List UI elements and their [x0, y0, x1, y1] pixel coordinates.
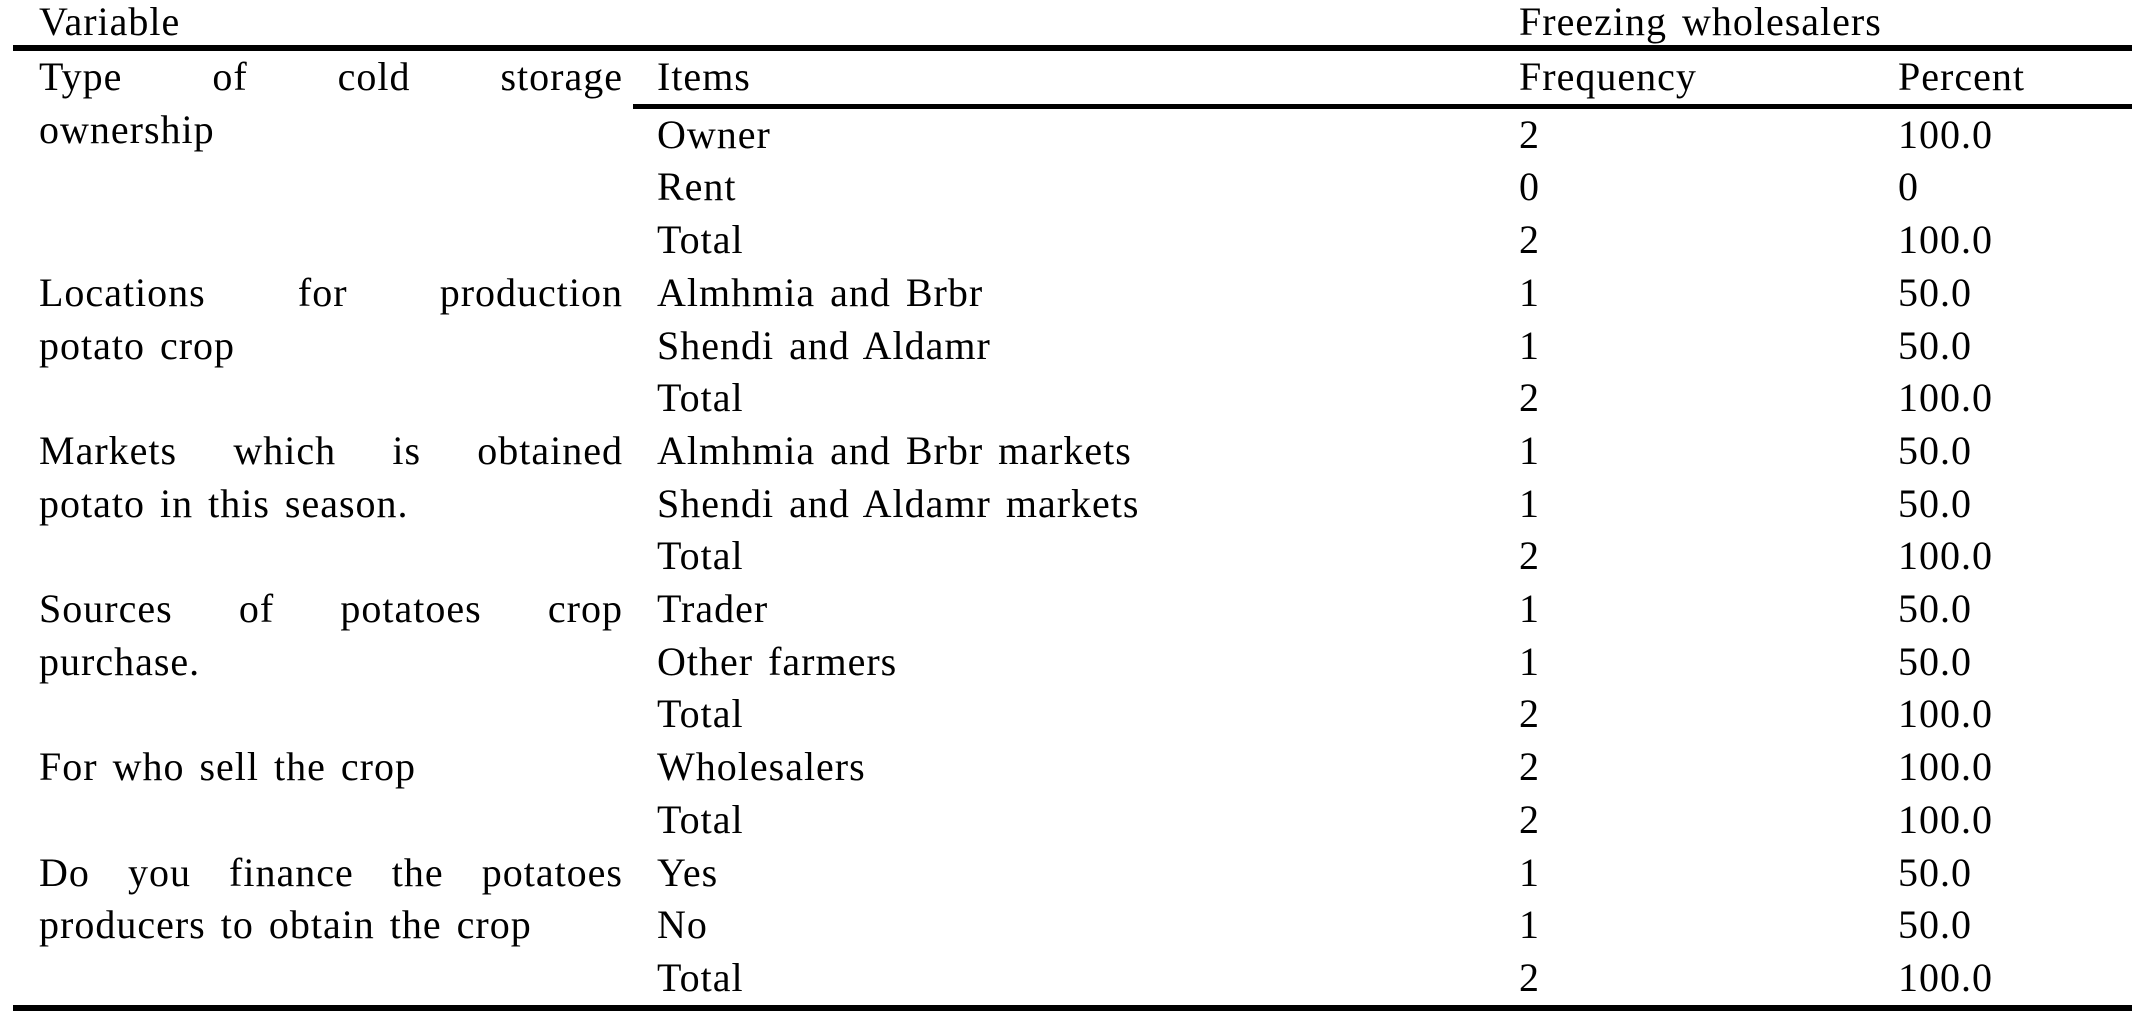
percent-cell: 50.0 [1898, 902, 1972, 948]
frequency-cell: 2 [1519, 111, 1540, 157]
table-row: Locations for production potato crop Alm… [13, 267, 2132, 368]
percent-cell: 100.0 [1898, 954, 1993, 1000]
table-row: Total 2 100.0 [13, 372, 2132, 425]
header-spacer [633, 0, 1498, 48]
frequency-cell: 1 [1519, 586, 1540, 632]
item-cell: Trader [657, 586, 769, 632]
variable-cell-type-of-cold-storage-ownership: Type of cold storage ownership [13, 48, 633, 267]
table-row: Owner 2 100.0 [13, 106, 2132, 161]
table-row: Rent 0 0 [13, 161, 2132, 214]
item-cell: No [657, 902, 708, 948]
variable-label-line: Locations for production [39, 269, 623, 315]
column-header-items: Items [633, 48, 1498, 109]
table-row: Shendi and Aldamr markets 1 50.0 [13, 478, 2132, 531]
variable-label-line: purchase. [39, 638, 201, 684]
frequency-cell: 2 [1519, 217, 1540, 263]
frequency-cell: 2 [1519, 691, 1540, 737]
item-cell: Rent [657, 164, 737, 210]
variable-label-line: potato crop [39, 322, 236, 368]
table-row: Total 2 100.0 [13, 214, 2132, 267]
frequency-cell: 2 [1519, 954, 1540, 1000]
variable-label-line: Do you finance the potatoes [39, 849, 623, 895]
variable-label-line: Sources of potatoes crop [39, 586, 623, 632]
percent-cell: 100.0 [1898, 375, 1993, 421]
variable-label-line: For who sell the crop [39, 744, 416, 790]
variable-cell-markets-obtained-this-season: Markets which is obtained potato in this… [13, 425, 633, 583]
table-row: Shendi and Aldamr 1 50.0 [13, 320, 2132, 373]
table-row: Total 2 100.0 [13, 794, 2132, 847]
item-cell: Wholesalers [657, 744, 866, 790]
item-cell: Total [657, 691, 744, 737]
item-cell: Shendi and Aldamr markets [657, 480, 1140, 526]
variable-label-line: potato in this season. [39, 480, 409, 526]
percent-cell: 100.0 [1898, 217, 1993, 263]
variable-cell-locations-for-production: Locations for production potato crop [13, 267, 633, 425]
item-cell: Almhmia and Brbr markets [657, 427, 1132, 473]
percent-cell: 50.0 [1898, 586, 1972, 632]
frequency-cell: 1 [1519, 427, 1540, 473]
table-row: Sources of potatoes crop purchase. Trade… [13, 583, 2132, 684]
column-header-frequency: Frequency [1498, 48, 1877, 109]
table-row: Total 2 100.0 [13, 952, 2132, 1008]
frequency-cell: 2 [1519, 375, 1540, 421]
variable-label-line: Type of cold storage [39, 54, 623, 99]
percent-cell: 100.0 [1898, 111, 1993, 157]
percent-cell: 50.0 [1898, 322, 1972, 368]
percent-cell: 100.0 [1898, 533, 1993, 579]
table-row: Other farmers 1 50.0 [13, 636, 2132, 689]
table-header-row-items: Type of cold storage ownership Items Fre… [13, 48, 2132, 152]
percent-cell: 50.0 [1898, 269, 1972, 315]
percent-cell: 100.0 [1898, 744, 1993, 790]
frequency-cell: 2 [1519, 744, 1540, 790]
variable-label-line: producers to obtain the crop [39, 902, 532, 948]
item-cell: Almhmia and Brbr [657, 269, 984, 315]
column-group-header-freezing-wholesalers: Freezing wholesalers [1519, 0, 1882, 44]
percent-cell: 50.0 [1898, 480, 1972, 526]
percent-cell: 100.0 [1898, 691, 1993, 737]
variable-label-line: ownership [39, 106, 215, 152]
table-row: Total 2 100.0 [13, 530, 2132, 583]
frequency-cell: 1 [1519, 902, 1540, 948]
item-cell: Yes [657, 849, 719, 895]
variable-cell-sources-of-purchase: Sources of potatoes crop purchase. [13, 583, 633, 741]
frequency-cell: 1 [1519, 480, 1540, 526]
percent-cell: 50.0 [1898, 427, 1972, 473]
percent-cell: 100.0 [1898, 796, 1993, 842]
frequency-cell: 1 [1519, 322, 1540, 368]
frequency-cell: 1 [1519, 638, 1540, 684]
item-cell: Shendi and Aldamr [657, 322, 991, 368]
table-row: No 1 50.0 [13, 899, 2132, 952]
item-cell: Total [657, 217, 744, 263]
item-cell: Owner [657, 111, 771, 157]
freezing-wholesalers-table: Variable Freezing wholesalers Type of co… [13, 0, 2132, 1011]
percent-cell: 50.0 [1898, 638, 1972, 684]
variable-label-line: Markets which is obtained [39, 427, 623, 473]
item-cell: Total [657, 796, 744, 842]
column-header-percent: Percent [1877, 48, 2132, 109]
item-cell: Other farmers [657, 638, 898, 684]
table-row: Markets which is obtained potato in this… [13, 425, 2132, 526]
percent-cell: 50.0 [1898, 849, 1972, 895]
frequency-cell: 0 [1519, 164, 1540, 210]
item-cell: Total [657, 533, 744, 579]
table-row: Total 2 100.0 [13, 688, 2132, 741]
table-header-row-variable: Variable Freezing wholesalers [13, 0, 2132, 48]
percent-cell: 0 [1898, 164, 1919, 210]
variable-cell-finance-producers: Do you finance the potatoes producers to… [13, 847, 633, 1008]
item-cell: Total [657, 375, 744, 421]
column-header-variable: Variable [39, 0, 181, 44]
frequency-cell: 1 [1519, 269, 1540, 315]
table-row: Do you finance the potatoes producers to… [13, 847, 2132, 948]
item-cell: Total [657, 954, 744, 1000]
frequency-cell: 2 [1519, 533, 1540, 579]
variable-cell-for-who-sell-the-crop: For who sell the crop [13, 741, 633, 846]
frequency-cell: 2 [1519, 796, 1540, 842]
table-row: For who sell the crop Wholesalers 2 100.… [13, 741, 2132, 794]
frequency-cell: 1 [1519, 849, 1540, 895]
